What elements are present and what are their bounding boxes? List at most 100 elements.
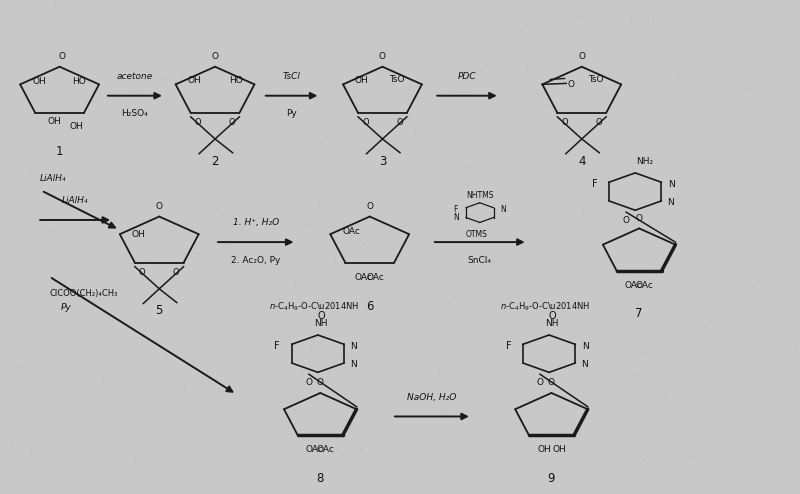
Point — [392, 264, 405, 272]
Point — [657, 189, 670, 197]
Point — [143, 358, 156, 366]
Point — [437, 178, 450, 186]
Point — [443, 311, 456, 319]
Point — [758, 269, 771, 277]
Point — [663, 184, 676, 192]
Point — [549, 279, 562, 287]
Point — [131, 89, 144, 97]
Point — [592, 78, 605, 86]
Point — [373, 379, 386, 387]
Point — [128, 458, 141, 466]
Point — [211, 265, 224, 273]
Point — [475, 70, 488, 78]
Point — [48, 272, 61, 280]
Point — [322, 370, 334, 378]
Point — [134, 374, 147, 382]
Point — [409, 313, 422, 321]
Point — [107, 65, 120, 73]
Point — [189, 433, 202, 441]
Point — [109, 27, 122, 35]
Point — [87, 23, 100, 31]
Point — [404, 431, 417, 439]
Point — [159, 467, 172, 475]
Point — [406, 230, 419, 238]
Point — [54, 249, 67, 257]
Point — [188, 309, 201, 317]
Point — [438, 362, 450, 370]
Point — [224, 93, 237, 101]
Point — [753, 105, 766, 113]
Point — [739, 320, 752, 328]
Point — [98, 350, 111, 358]
Point — [143, 121, 156, 129]
Point — [276, 367, 289, 374]
Point — [439, 171, 452, 179]
Point — [478, 416, 491, 424]
Point — [766, 174, 779, 182]
Point — [215, 198, 228, 206]
Point — [174, 433, 187, 441]
Point — [592, 309, 605, 317]
Point — [182, 352, 194, 360]
Point — [652, 449, 665, 456]
Point — [385, 277, 398, 285]
Point — [188, 233, 201, 241]
Point — [613, 445, 626, 453]
Point — [686, 424, 699, 432]
Point — [460, 337, 473, 345]
Point — [30, 203, 42, 210]
Point — [686, 288, 698, 296]
Point — [418, 241, 431, 249]
Point — [594, 453, 607, 461]
Point — [556, 96, 569, 104]
Point — [418, 209, 431, 217]
Point — [34, 41, 46, 49]
Point — [539, 464, 552, 472]
Point — [518, 196, 531, 204]
Point — [19, 143, 32, 151]
Point — [406, 445, 419, 453]
Point — [225, 138, 238, 146]
Point — [170, 158, 182, 165]
Point — [107, 161, 120, 168]
Point — [484, 111, 497, 119]
Point — [97, 53, 110, 61]
Point — [520, 488, 533, 494]
Point — [172, 382, 185, 390]
Point — [389, 159, 402, 167]
Point — [734, 398, 747, 406]
Point — [195, 94, 208, 102]
Point — [708, 187, 721, 195]
Point — [0, 232, 8, 240]
Point — [696, 298, 709, 306]
Point — [167, 318, 180, 326]
Point — [61, 270, 74, 278]
Point — [578, 264, 591, 272]
Point — [699, 208, 712, 216]
Point — [471, 167, 484, 175]
Point — [34, 357, 46, 365]
Point — [526, 281, 539, 288]
Point — [378, 31, 391, 39]
Point — [486, 141, 498, 149]
Text: F: F — [506, 341, 511, 351]
Point — [270, 352, 283, 360]
Point — [43, 204, 56, 212]
Point — [346, 196, 359, 204]
Point — [86, 230, 98, 238]
Point — [346, 324, 359, 332]
Point — [25, 340, 38, 348]
Point — [62, 129, 74, 137]
Point — [745, 157, 758, 165]
Point — [83, 291, 96, 299]
Point — [408, 298, 421, 306]
Point — [131, 356, 144, 364]
Point — [754, 241, 767, 248]
Point — [169, 456, 182, 464]
Point — [558, 392, 570, 400]
Point — [697, 451, 710, 459]
Point — [238, 67, 251, 75]
Point — [622, 459, 634, 467]
Point — [6, 456, 18, 464]
Point — [746, 377, 758, 385]
